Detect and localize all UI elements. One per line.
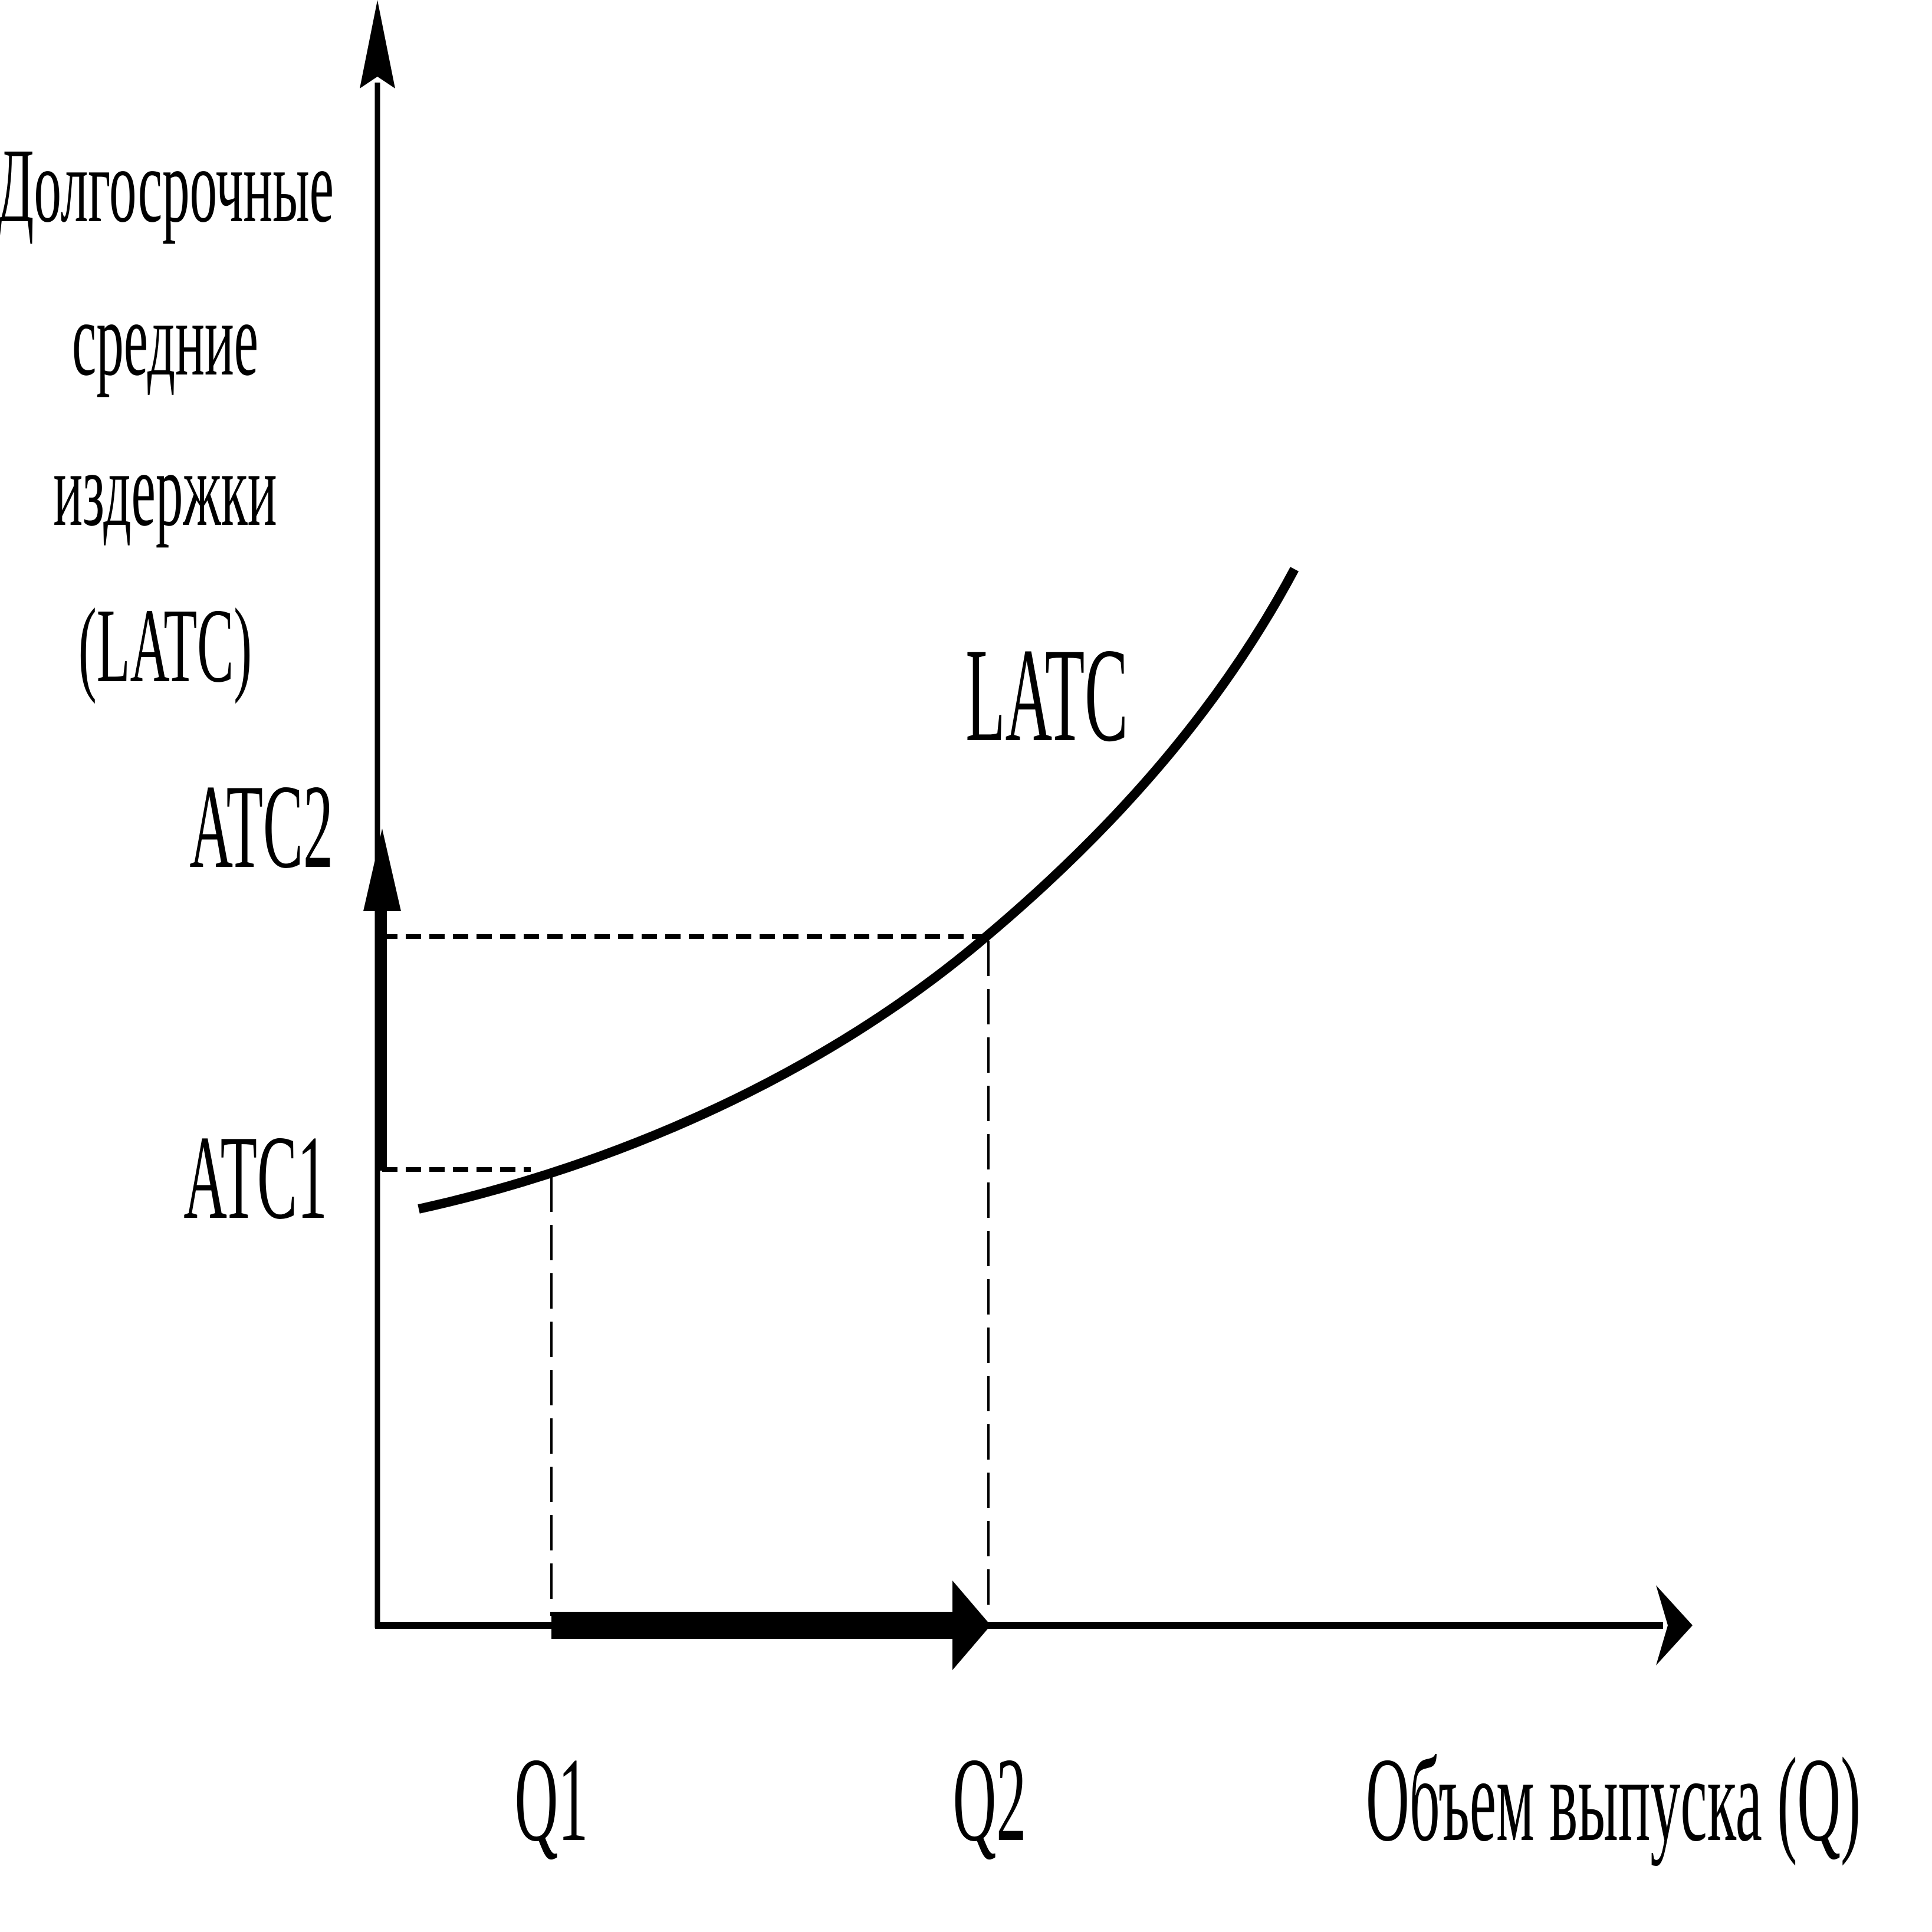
atc-increase-arrowhead <box>363 829 401 911</box>
latc-curve-label: LATC <box>965 620 1128 769</box>
y-axis-label-line-2: средние <box>72 280 258 397</box>
x-tick-q1: Q1 <box>515 1733 589 1866</box>
x-axis-label: Объем выпуска (Q) <box>1366 1733 1861 1866</box>
y-axis-arrowhead <box>360 0 395 88</box>
latc-curve <box>418 567 1299 1214</box>
x-tick-q2: Q2 <box>953 1733 1027 1866</box>
y-axis-label-line-3: издержки <box>53 430 277 548</box>
y-tick-atc2: ATC2 <box>189 760 333 893</box>
y-axis-label-line-1: Долгосрочные <box>0 126 334 244</box>
q-increase-arrow-shaft <box>551 1612 964 1639</box>
y-tick-atc1: ATC1 <box>183 1110 327 1244</box>
x-axis-arrowhead <box>1656 1585 1693 1665</box>
q-increase-arrowhead <box>952 1581 991 1670</box>
y-axis-label-line-4: (LATC) <box>78 586 252 704</box>
